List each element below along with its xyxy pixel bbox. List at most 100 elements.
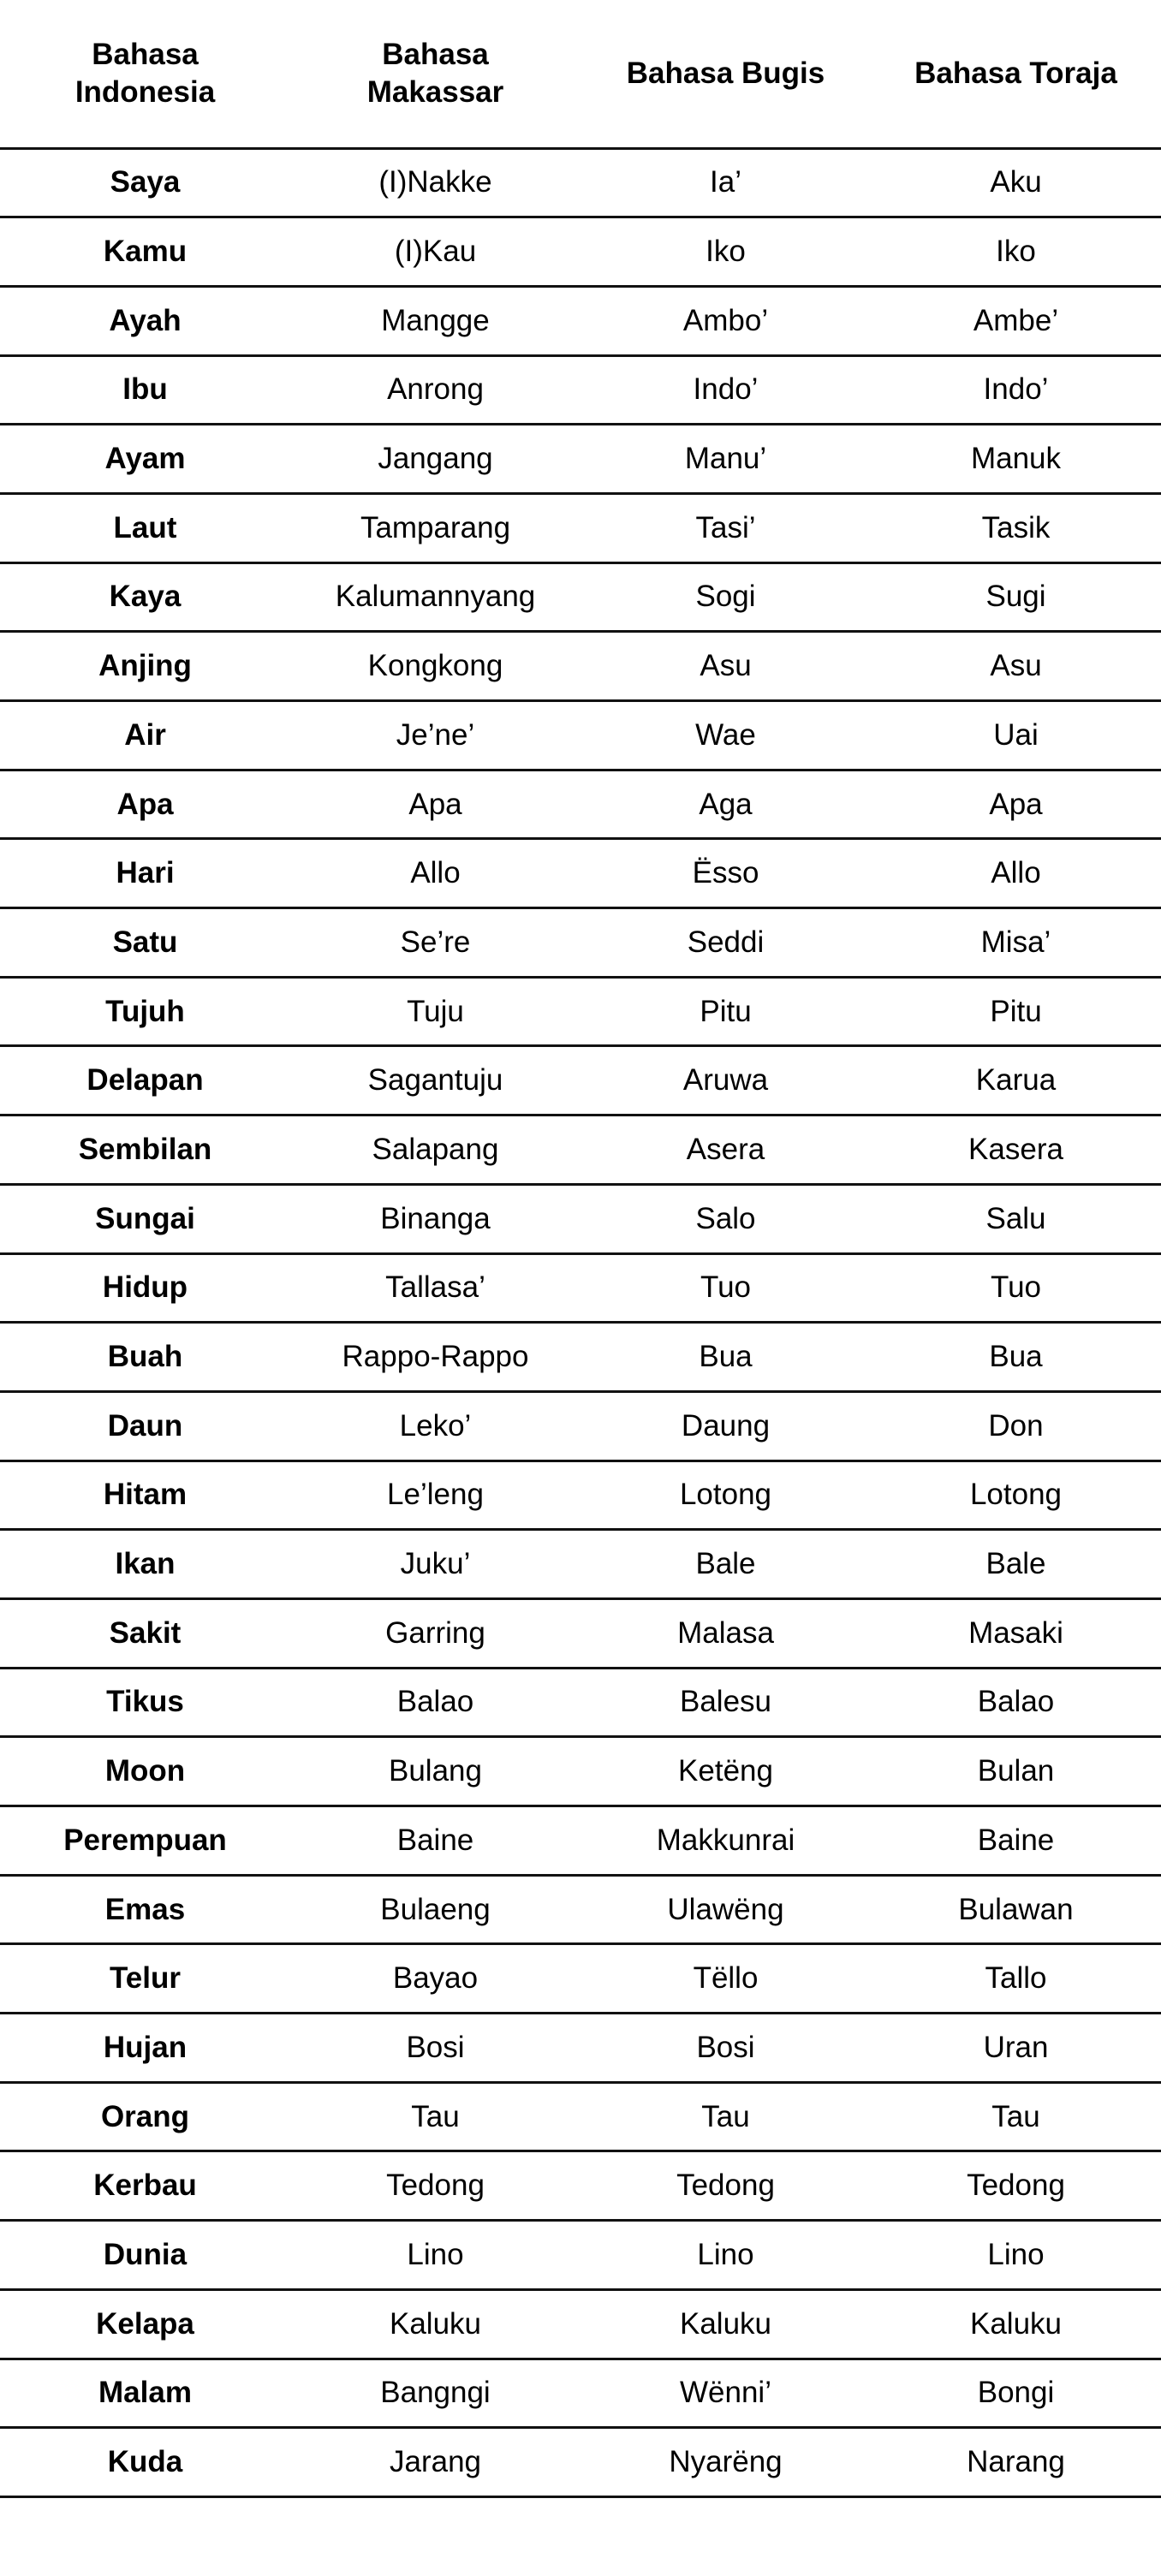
cell-toraja: Bale (871, 1529, 1161, 1600)
cell-bugis: Tau (580, 2082, 871, 2153)
cell-bugis: Bale (580, 1529, 871, 1600)
table-row: Hitam Le’leng Lotong Lotong (0, 1461, 1161, 1532)
table-row: Kamu (I)Kau Iko Iko (0, 217, 1161, 288)
cell-makassar: (I)Nakke (290, 148, 580, 219)
cell-makassar: Bayao (290, 1943, 580, 2015)
cell-makassar: Tedong (290, 2151, 580, 2222)
cell-indonesia: Tikus (0, 1668, 290, 1739)
column-header-toraja: Bahasa Toraja (871, 0, 1161, 150)
cell-makassar: Le’leng (290, 1461, 580, 1532)
cell-makassar: Tallasa’ (290, 1253, 580, 1324)
cell-makassar: Bangngi (290, 2359, 580, 2430)
cell-makassar: Salapang (290, 1115, 580, 1186)
cell-makassar: Mangge (290, 286, 580, 357)
cell-makassar: Bulaeng (290, 1875, 580, 1946)
cell-indonesia: Sakit (0, 1598, 290, 1669)
cell-toraja: Uai (871, 700, 1161, 771)
cell-toraja: Uran (871, 2013, 1161, 2084)
cell-makassar: Je’ne’ (290, 700, 580, 771)
cell-bugis: Malasa (580, 1598, 871, 1669)
cell-bugis: Sogi (580, 562, 871, 634)
header-row: Bahasa Indonesia Bahasa Makassar Bahasa Bugi… (0, 0, 1161, 150)
cell-toraja: Tallo (871, 1943, 1161, 2015)
cell-toraja: Kasera (871, 1115, 1161, 1186)
table-row: Ibu Anrong Indo’ Indo’ (0, 355, 1161, 426)
cell-toraja: Lotong (871, 1461, 1161, 1532)
table-row: Kaya Kalumannyang Sogi Sugi (0, 562, 1161, 634)
cell-toraja: Aku (871, 148, 1161, 219)
table-row: Buah Rappo-Rappo Bua Bua (0, 1322, 1161, 1393)
table-row: Orang Tau Tau Tau (0, 2082, 1161, 2153)
cell-toraja: Balao (871, 1668, 1161, 1739)
table-row: Ayam Jangang Manu’ Manuk (0, 424, 1161, 495)
cell-bugis: Daung (580, 1391, 871, 1462)
table-row: Malam Bangngi Wënni’ Bongi (0, 2359, 1161, 2430)
cell-bugis: Tasi’ (580, 493, 871, 564)
cell-makassar: Jarang (290, 2427, 580, 2498)
cell-indonesia: Orang (0, 2082, 290, 2153)
table-row: Ikan Juku’ Bale Bale (0, 1529, 1161, 1600)
cell-indonesia: Telur (0, 1943, 290, 2015)
cell-toraja: Salu (871, 1184, 1161, 1255)
cell-toraja: Pitu (871, 977, 1161, 1048)
cell-indonesia: Satu (0, 907, 290, 979)
column-header-bugis: Bahasa Bugis (580, 0, 871, 150)
column-header-text: Makassar (366, 74, 504, 109)
cell-indonesia: Hitam (0, 1461, 290, 1532)
cell-toraja: Baine (871, 1806, 1161, 1877)
cell-toraja: Bongi (871, 2359, 1161, 2430)
cell-makassar: (I)Kau (290, 217, 580, 288)
cell-makassar: Rappo-Rappo (290, 1322, 580, 1393)
cell-makassar: Kongkong (290, 631, 580, 702)
cell-indonesia: Moon (0, 1736, 290, 1807)
cell-bugis: Ulawëng (580, 1875, 871, 1946)
column-header-text: Bahasa Bugis (626, 56, 825, 90)
cell-bugis: Asera (580, 1115, 871, 1186)
column-header-indonesia: Bahasa Indonesia (0, 0, 290, 150)
cell-bugis: Asu (580, 631, 871, 702)
cell-bugis: Ambo’ (580, 286, 871, 357)
cell-indonesia: Kelapa (0, 2289, 290, 2360)
cell-makassar: Baine (290, 1806, 580, 1877)
table-row: Kelapa Kaluku Kaluku Kaluku (0, 2289, 1161, 2360)
cell-indonesia: Dunia (0, 2220, 290, 2291)
table-row: Telur Bayao Tëllo Tallo (0, 1943, 1161, 2015)
cell-toraja: Allo (871, 838, 1161, 910)
table-row: Hidup Tallasa’ Tuo Tuo (0, 1253, 1161, 1324)
table-row: Sakit Garring Malasa Masaki (0, 1598, 1161, 1669)
cell-indonesia: Delapan (0, 1045, 290, 1117)
cell-bugis: Ësso (580, 838, 871, 910)
table-row: Sungai Binanga Salo Salu (0, 1184, 1161, 1255)
cell-bugis: Bosi (580, 2013, 871, 2084)
table-row: Tujuh Tuju Pitu Pitu (0, 977, 1161, 1048)
cell-indonesia: Laut (0, 493, 290, 564)
column-header-makassar: Bahasa Makassar (290, 0, 580, 150)
table-row: Anjing Kongkong Asu Asu (0, 631, 1161, 702)
cell-toraja: Ambe’ (871, 286, 1161, 357)
cell-indonesia: Anjing (0, 631, 290, 702)
cell-toraja: Karua (871, 1045, 1161, 1117)
cell-indonesia: Kaya (0, 562, 290, 634)
table-row: Hujan Bosi Bosi Uran (0, 2013, 1161, 2084)
cell-indonesia: Kerbau (0, 2151, 290, 2222)
cell-indonesia: Kuda (0, 2427, 290, 2498)
table-row: Sembilan Salapang Asera Kasera (0, 1115, 1161, 1186)
table-row: Perempuan Baine Makkunrai Baine (0, 1806, 1161, 1877)
table-row: Apa Apa Aga Apa (0, 770, 1161, 841)
table-body: Saya (I)Nakke Ia’ Aku Kamu (I)Kau Iko Iko Ayah Ma… (0, 148, 1161, 2498)
cell-makassar: Jangang (290, 424, 580, 495)
cell-toraja: Tedong (871, 2151, 1161, 2222)
cell-toraja: Don (871, 1391, 1161, 1462)
cell-indonesia: Ibu (0, 355, 290, 426)
cell-toraja: Tasik (871, 493, 1161, 564)
cell-bugis: Ia’ (580, 148, 871, 219)
cell-toraja: Indo’ (871, 355, 1161, 426)
cell-bugis: Wae (580, 700, 871, 771)
cell-toraja: Bulawan (871, 1875, 1161, 1946)
cell-makassar: Tuju (290, 977, 580, 1048)
cell-makassar: Allo (290, 838, 580, 910)
cell-makassar: Balao (290, 1668, 580, 1739)
cell-makassar: Juku’ (290, 1529, 580, 1600)
vocabulary-comparison-table: Bahasa Indonesia Bahasa Makassar Bahasa Bugi… (0, 0, 1161, 2498)
cell-toraja: Manuk (871, 424, 1161, 495)
